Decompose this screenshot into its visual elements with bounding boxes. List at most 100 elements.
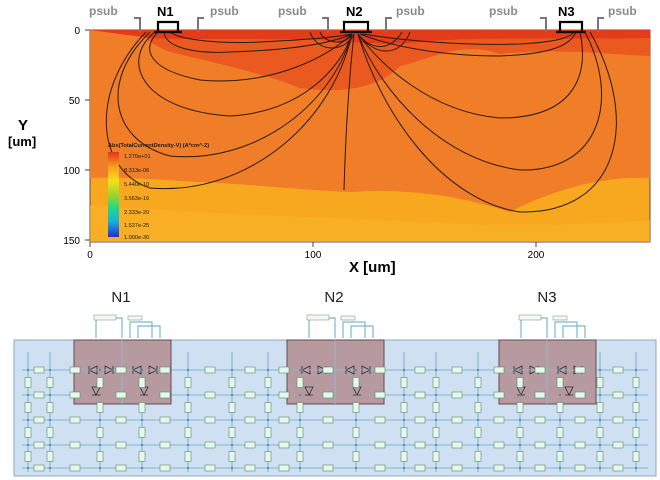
junction-dot: [598, 368, 602, 372]
resistor: [296, 402, 304, 413]
resistor: [516, 402, 524, 413]
resistor: [96, 451, 104, 462]
junction-dot: [266, 393, 270, 397]
y-axis-title: Y: [18, 117, 28, 134]
resistor: [33, 391, 45, 399]
terminal-tag: [127, 315, 143, 321]
n2-node-leads: [306, 314, 374, 338]
resistor: [244, 366, 256, 374]
resistor: [414, 391, 426, 399]
x-tick-0: 0: [87, 250, 93, 261]
resistor: [278, 416, 290, 424]
junction-dot: [558, 443, 562, 447]
junction-dot: [476, 443, 480, 447]
junction-dot: [186, 466, 190, 470]
junction-dot: [230, 368, 234, 372]
junction-dot: [558, 418, 562, 422]
resistor: [374, 441, 386, 449]
resistor: [184, 427, 192, 438]
junction-dot: [230, 466, 234, 470]
resistor: [632, 402, 640, 413]
junction-dot: [98, 443, 102, 447]
resistor: [400, 377, 408, 388]
junction-dot: [598, 466, 602, 470]
junction-dot: [354, 368, 358, 372]
junction-dot: [298, 393, 302, 397]
resistor: [432, 377, 440, 388]
junction-dot: [26, 368, 30, 372]
resistor: [414, 464, 426, 472]
resistor: [516, 377, 524, 388]
x-axis-title: X [um]: [349, 259, 396, 276]
resistor: [612, 391, 624, 399]
resistor: [204, 416, 216, 424]
resistor: [138, 402, 146, 413]
junction-dot: [634, 443, 638, 447]
resistor: [228, 377, 236, 388]
junction-dot: [298, 466, 302, 470]
resistor: [159, 416, 171, 424]
terminal-tag: [340, 315, 356, 321]
y-tick-0: 0: [74, 26, 80, 37]
resistor: [322, 441, 334, 449]
resistor: [534, 416, 546, 424]
junction-dot: [598, 418, 602, 422]
resistor: [352, 427, 360, 438]
resistor: [96, 427, 104, 438]
resistor: [574, 416, 586, 424]
resistor: [33, 441, 45, 449]
resistor: [400, 402, 408, 413]
resistor: [159, 366, 171, 374]
junction-dot: [298, 443, 302, 447]
resistor: [534, 464, 546, 472]
junction-dot: [402, 443, 406, 447]
resistor: [596, 427, 604, 438]
junction-dot: [266, 443, 270, 447]
resistor: [374, 391, 386, 399]
x-tick-200: 200: [528, 250, 545, 261]
resistor: [574, 464, 586, 472]
resistor: [138, 451, 146, 462]
junction-dot: [48, 443, 52, 447]
junction-dot: [48, 466, 52, 470]
junction-dot: [298, 418, 302, 422]
x-tick-100: 100: [305, 250, 322, 261]
junction-dot: [186, 443, 190, 447]
junction-dot: [186, 393, 190, 397]
legend-entry-3: 5.440e-10: [124, 182, 149, 188]
lower-current-region: [90, 205, 650, 242]
resistor: [516, 427, 524, 438]
resistor: [184, 377, 192, 388]
circuit-n2-label: N2: [324, 289, 343, 306]
resistor: [264, 377, 272, 388]
resistor: [612, 416, 624, 424]
resistor: [574, 391, 586, 399]
resistor: [632, 451, 640, 462]
resistor: [69, 391, 81, 399]
resistor: [33, 416, 45, 424]
resistor: [278, 464, 290, 472]
resistor: [204, 441, 216, 449]
n1-node-leads: [93, 314, 161, 338]
resistor: [596, 377, 604, 388]
simulation-plot: psub N1 psub psub N2 psub psub N3 psub Y…: [8, 4, 651, 276]
junction-dot: [476, 368, 480, 372]
n1-contact-symbol: [154, 20, 182, 34]
junction-dot: [518, 443, 522, 447]
junction-dot: [98, 418, 102, 422]
resistor: [278, 391, 290, 399]
n2-label: N2: [346, 4, 363, 19]
resistor: [612, 441, 624, 449]
junction-dot: [140, 466, 144, 470]
resistor: [493, 416, 505, 424]
resistor: [296, 451, 304, 462]
psub-label-3: psub: [278, 4, 307, 18]
resistor: [322, 416, 334, 424]
junction-dot: [558, 368, 562, 372]
resistor: [244, 416, 256, 424]
junction-dot: [518, 368, 522, 372]
resistor: [414, 441, 426, 449]
legend-entry-6: 1.527e-25: [124, 223, 149, 229]
junction-dot: [476, 466, 480, 470]
junction-dot: [402, 393, 406, 397]
